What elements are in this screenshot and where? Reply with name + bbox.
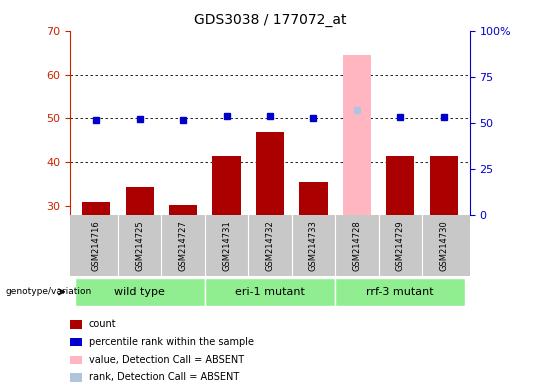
Bar bbox=[169, 205, 197, 215]
Bar bbox=[256, 132, 284, 215]
Text: GSM214729: GSM214729 bbox=[396, 220, 405, 271]
Text: eri-1 mutant: eri-1 mutant bbox=[235, 287, 305, 297]
Bar bbox=[343, 55, 371, 215]
Bar bbox=[430, 156, 458, 215]
Text: count: count bbox=[89, 319, 116, 329]
Text: percentile rank within the sample: percentile rank within the sample bbox=[89, 337, 254, 347]
Text: GSM214733: GSM214733 bbox=[309, 220, 318, 271]
Text: GSM214731: GSM214731 bbox=[222, 220, 231, 271]
Text: GSM214716: GSM214716 bbox=[92, 220, 101, 271]
Bar bbox=[126, 187, 154, 215]
Bar bbox=[205, 278, 335, 306]
Bar bbox=[75, 278, 205, 306]
Bar bbox=[212, 156, 241, 215]
Text: GSM214732: GSM214732 bbox=[266, 220, 274, 271]
Text: wild type: wild type bbox=[114, 287, 165, 297]
Bar bbox=[299, 182, 328, 215]
Text: GSM214730: GSM214730 bbox=[439, 220, 448, 271]
Text: genotype/variation: genotype/variation bbox=[5, 287, 92, 296]
Text: rank, Detection Call = ABSENT: rank, Detection Call = ABSENT bbox=[89, 372, 239, 382]
Text: GSM214727: GSM214727 bbox=[179, 220, 187, 271]
Text: value, Detection Call = ABSENT: value, Detection Call = ABSENT bbox=[89, 355, 244, 365]
Text: rrf-3 mutant: rrf-3 mutant bbox=[367, 287, 434, 297]
Bar bbox=[82, 202, 110, 215]
Bar bbox=[386, 156, 414, 215]
Title: GDS3038 / 177072_at: GDS3038 / 177072_at bbox=[194, 13, 346, 27]
Bar bbox=[335, 278, 465, 306]
Text: GSM214725: GSM214725 bbox=[135, 220, 144, 271]
Text: GSM214728: GSM214728 bbox=[353, 220, 361, 271]
